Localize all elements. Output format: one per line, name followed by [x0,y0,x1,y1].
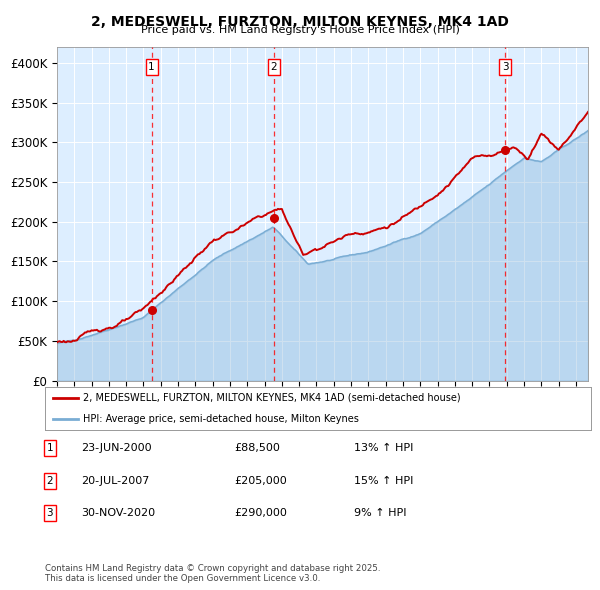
Text: 23-JUN-2000: 23-JUN-2000 [81,444,152,453]
Text: 13% ↑ HPI: 13% ↑ HPI [354,444,413,453]
Text: £290,000: £290,000 [234,509,287,518]
Text: 1: 1 [46,444,53,453]
Text: £205,000: £205,000 [234,476,287,486]
Text: Contains HM Land Registry data © Crown copyright and database right 2025.
This d: Contains HM Land Registry data © Crown c… [45,563,380,583]
Text: 9% ↑ HPI: 9% ↑ HPI [354,509,407,518]
Text: 15% ↑ HPI: 15% ↑ HPI [354,476,413,486]
Text: 3: 3 [46,509,53,518]
Text: 2: 2 [46,476,53,486]
Text: Price paid vs. HM Land Registry's House Price Index (HPI): Price paid vs. HM Land Registry's House … [140,25,460,35]
Text: HPI: Average price, semi-detached house, Milton Keynes: HPI: Average price, semi-detached house,… [83,414,359,424]
Text: £88,500: £88,500 [234,444,280,453]
Text: 2: 2 [271,62,277,72]
Text: 2, MEDESWELL, FURZTON, MILTON KEYNES, MK4 1AD: 2, MEDESWELL, FURZTON, MILTON KEYNES, MK… [91,15,509,29]
Text: 3: 3 [502,62,509,72]
Text: 1: 1 [148,62,155,72]
Text: 2, MEDESWELL, FURZTON, MILTON KEYNES, MK4 1AD (semi-detached house): 2, MEDESWELL, FURZTON, MILTON KEYNES, MK… [83,393,461,402]
Text: 30-NOV-2020: 30-NOV-2020 [81,509,155,518]
Text: 20-JUL-2007: 20-JUL-2007 [81,476,149,486]
